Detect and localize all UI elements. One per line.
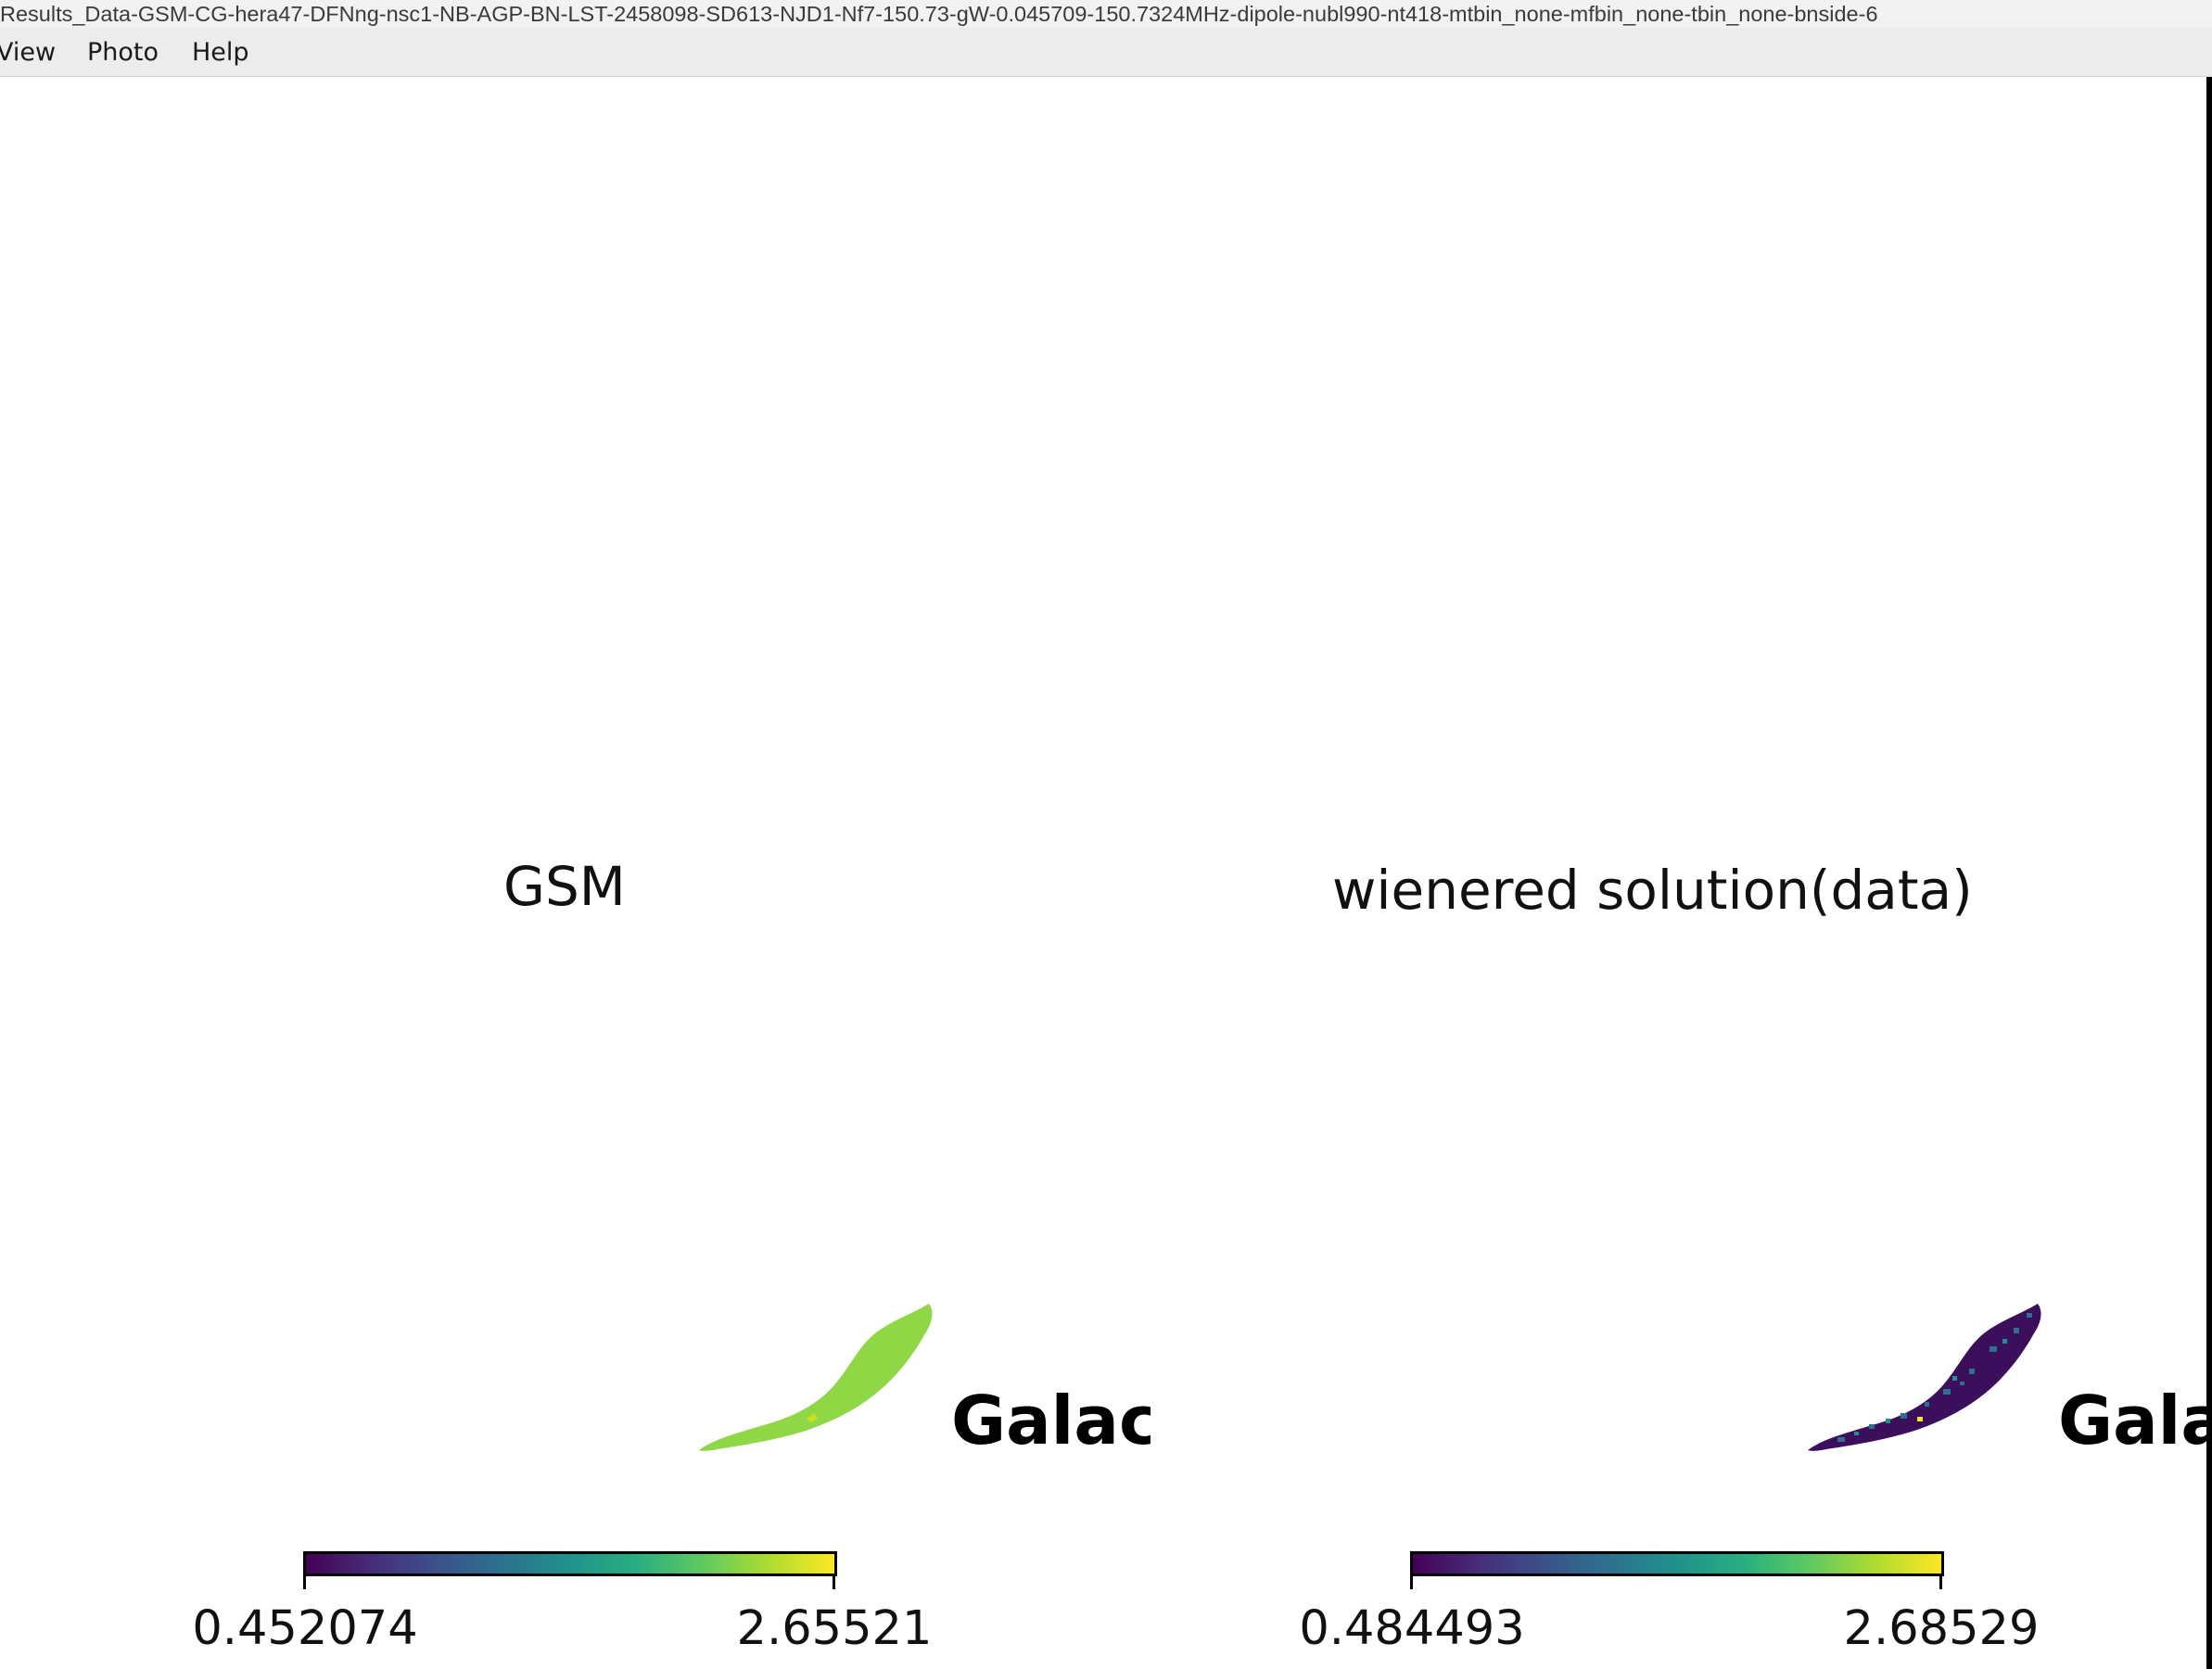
colorbar-min-label-wienered: 0.484493 xyxy=(1299,1601,1525,1656)
annotation-clip-wienered: Galac xyxy=(2058,1379,2206,1462)
colorbar-min-label-gsm: 0.452074 xyxy=(192,1601,418,1656)
canvas-right-border xyxy=(2206,77,2212,1669)
annotation-galaxy-gsm: Galac xyxy=(951,1382,1150,1459)
colorbar-max-label-wienered: 2.68529 xyxy=(1843,1601,2040,1656)
title-bar: Results_Data-GSM-CG-hera47-DFNng-nsc1-NB… xyxy=(0,0,2212,28)
gsm-bright-spot xyxy=(807,1413,818,1422)
wienered-noise-speckles-2 xyxy=(1854,1339,2007,1435)
menu-bar: View Photo Help xyxy=(0,28,2212,77)
panel-title-wienered: wienered solution(data) xyxy=(1332,859,1973,922)
colorbar-tick-min-wienered xyxy=(1410,1576,1413,1589)
menu-view[interactable]: View xyxy=(0,38,57,67)
wienered-sky-map xyxy=(1808,1304,2041,1451)
gsm-sky-region xyxy=(699,1304,933,1451)
colorbar-tick-min-gsm xyxy=(303,1576,306,1589)
gsm-sky-map xyxy=(699,1304,933,1451)
colorbar-tick-max-gsm xyxy=(833,1576,835,1589)
colorbar-max-label-gsm: 2.65521 xyxy=(736,1601,933,1656)
colorbar-wienered xyxy=(1410,1551,1944,1576)
colorbar-gsm xyxy=(303,1551,837,1576)
annotation-galaxy-wienered: Galac xyxy=(2058,1382,2206,1459)
panel-title-gsm: GSM xyxy=(503,855,626,918)
colorbar-tick-max-wienered xyxy=(1939,1576,1942,1589)
wienered-noise-speckles xyxy=(1837,1313,2032,1442)
image-canvas xyxy=(0,77,2212,1669)
menu-help[interactable]: Help xyxy=(192,38,249,67)
wienered-sky-region xyxy=(1808,1304,2041,1451)
window-title: Results_Data-GSM-CG-hera47-DFNng-nsc1-NB… xyxy=(0,2,1878,26)
wienered-bright-spot xyxy=(1917,1417,1923,1421)
annotation-clip-gsm: Galac xyxy=(951,1379,1150,1462)
menu-photo[interactable]: Photo xyxy=(87,38,159,67)
